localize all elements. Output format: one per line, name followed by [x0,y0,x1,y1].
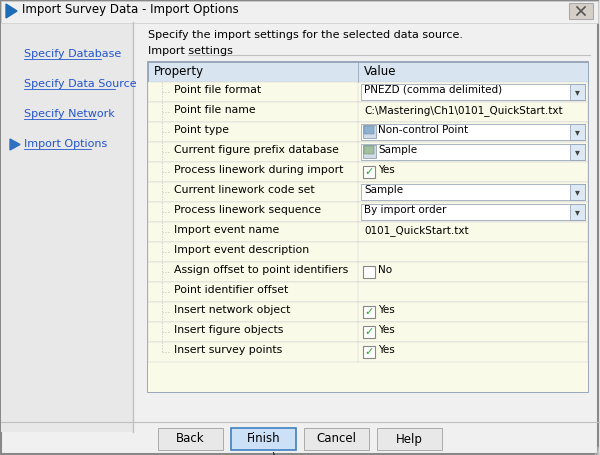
Bar [363,266,375,278]
Bar [361,204,585,220]
Text: ▾: ▾ [575,147,580,157]
Bar [148,282,588,302]
Text: Help: Help [396,433,423,445]
Bar [363,125,376,138]
Text: No: No [378,265,392,275]
Text: Process linework sequence: Process linework sequence [174,205,321,215]
Text: Yes: Yes [378,305,395,315]
Bar [1,22,133,432]
Bar [148,62,588,82]
Text: Insert figure objects: Insert figure objects [174,325,283,335]
Text: ✓: ✓ [364,307,374,317]
Bar [361,184,585,200]
Bar [363,326,375,338]
Text: Property: Property [154,65,204,78]
Text: Back: Back [176,433,205,445]
Bar [148,242,588,262]
Text: Insert network object: Insert network object [174,305,290,315]
Bar [361,124,585,140]
Bar [148,82,588,102]
Text: ✓: ✓ [364,347,374,357]
Bar [570,204,585,220]
Text: Insert survey points: Insert survey points [174,345,282,355]
Text: Current figure prefix database: Current figure prefix database [174,145,339,155]
Bar [363,346,375,358]
Text: Import Options: Import Options [24,139,107,149]
Text: Point file name: Point file name [174,105,256,115]
Text: Import settings: Import settings [148,46,233,56]
Bar [148,142,588,162]
Text: 0101_QuickStart.txt: 0101_QuickStart.txt [364,225,469,236]
Text: By import order: By import order [364,205,446,215]
Bar [231,428,296,450]
Text: Specify Network: Specify Network [24,109,115,119]
Polygon shape [10,139,20,150]
Bar [148,162,588,182]
Text: Process linework during import: Process linework during import [174,165,343,175]
Bar [364,126,374,134]
Text: Assign offset to point identifiers: Assign offset to point identifiers [174,265,348,275]
Text: Non-control Point: Non-control Point [378,125,468,135]
Bar [148,222,588,242]
Bar [363,145,376,158]
Bar [148,262,588,282]
Bar [361,144,585,160]
Bar [148,62,588,392]
Polygon shape [6,4,17,18]
Text: ✓: ✓ [364,167,374,177]
Text: ▾: ▾ [575,127,580,137]
Text: C:\Mastering\Ch1\0101_QuickStart.txt: C:\Mastering\Ch1\0101_QuickStart.txt [364,105,563,116]
Text: Point type: Point type [174,125,229,135]
Bar [148,102,588,122]
Text: Finish: Finish [247,433,280,445]
Bar [148,202,588,222]
Text: Cancel: Cancel [317,433,356,445]
Text: Point file format: Point file format [174,85,261,95]
Bar [364,146,374,154]
Bar [148,322,588,342]
Polygon shape [274,453,283,455]
Bar [570,84,585,100]
Text: Current linework code set: Current linework code set [174,185,314,195]
Text: ✓: ✓ [364,327,374,337]
Text: Point identifier offset: Point identifier offset [174,285,288,295]
Bar [148,342,588,362]
Text: Sample: Sample [378,145,417,155]
Bar [377,428,442,450]
Bar [1,1,598,23]
Bar [570,144,585,160]
Bar [363,306,375,318]
Bar [570,124,585,140]
Text: ▾: ▾ [575,187,580,197]
Bar [148,302,588,322]
Bar [363,166,375,178]
Bar [148,362,588,392]
Text: Specify Database: Specify Database [24,49,121,59]
Text: Specify Data Source: Specify Data Source [24,79,137,89]
Bar [569,3,593,19]
Text: PNEZD (comma delimited): PNEZD (comma delimited) [364,85,502,95]
Text: Yes: Yes [378,325,395,335]
Text: ▾: ▾ [575,207,580,217]
Text: Value: Value [364,65,397,78]
Bar [361,84,585,100]
Bar [570,184,585,200]
Bar [304,428,369,450]
Text: Import event name: Import event name [174,225,279,235]
Text: Yes: Yes [378,345,395,355]
Text: Yes: Yes [378,165,395,175]
Bar [148,182,588,202]
Text: Specify the import settings for the selected data source.: Specify the import settings for the sele… [148,30,463,40]
Text: Sample: Sample [364,185,403,195]
Text: Import event description: Import event description [174,245,309,255]
Text: Import Survey Data - Import Options: Import Survey Data - Import Options [22,3,239,16]
Bar [148,122,588,142]
Bar [158,428,223,450]
Text: ▾: ▾ [575,87,580,97]
